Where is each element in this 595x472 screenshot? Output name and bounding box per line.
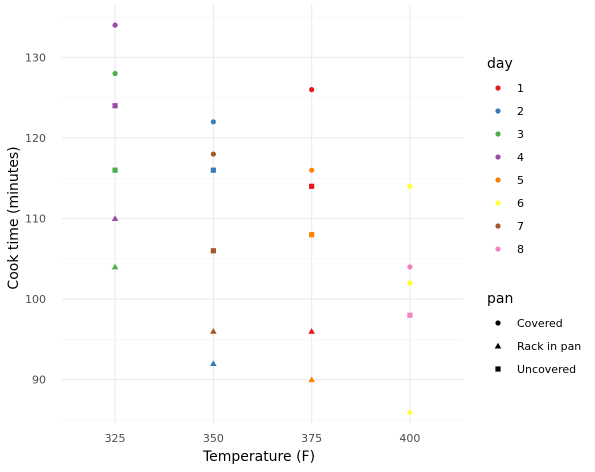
legend-day-label: 1 xyxy=(517,82,524,95)
legend-day-key xyxy=(495,200,501,206)
legend-day-key xyxy=(495,85,501,91)
legend-day-key xyxy=(495,246,501,252)
legend-pan-title: pan xyxy=(487,291,513,307)
legend-day-key xyxy=(495,108,501,114)
legend-day-label: 7 xyxy=(517,220,524,233)
legend-day-label: 4 xyxy=(517,151,524,164)
x-axis-ticks: 325 350 375 400 xyxy=(105,432,421,445)
data-point xyxy=(112,103,118,109)
data-point xyxy=(210,328,217,334)
data-point xyxy=(210,151,216,157)
legend-day-label: 8 xyxy=(517,243,524,256)
data-point xyxy=(309,87,315,93)
data-point xyxy=(210,248,216,254)
data-point xyxy=(112,22,118,28)
x-tick-label: 350 xyxy=(203,432,224,445)
y-tick-label: 120 xyxy=(25,132,46,145)
y-axis-ticks: 90 100 110 120 130 xyxy=(25,51,46,386)
data-point xyxy=(308,328,315,334)
data-point xyxy=(210,360,217,367)
y-tick-label: 130 xyxy=(25,51,46,64)
legend-day-key xyxy=(495,131,501,137)
data-point xyxy=(210,119,216,125)
data-point xyxy=(309,232,315,238)
data-point xyxy=(112,70,118,77)
legend-day-label: 5 xyxy=(517,174,524,187)
x-tick-label: 325 xyxy=(105,432,126,445)
legend-pan-key xyxy=(495,366,501,372)
data-point xyxy=(111,263,119,270)
legend-day-label: 3 xyxy=(517,128,524,141)
data-point xyxy=(407,312,413,318)
data-point xyxy=(407,183,413,189)
y-tick-label: 90 xyxy=(32,374,46,387)
legend-day-key xyxy=(495,177,501,183)
legend-day-key xyxy=(495,223,501,229)
data-point xyxy=(407,264,413,270)
legend-pan-label: Covered xyxy=(517,317,563,330)
legend-pan-label: Uncovered xyxy=(517,363,576,376)
data-point xyxy=(210,167,216,173)
data-point xyxy=(111,215,119,222)
legend-day-title: day xyxy=(487,56,513,72)
legend-day-label: 6 xyxy=(517,197,524,210)
legend-day-key xyxy=(495,154,501,160)
data-point xyxy=(112,167,118,173)
legend-pan-label: Rack in pan xyxy=(517,340,581,353)
legend-day: day 1 2 3 4 5 6 7 8 xyxy=(487,56,524,256)
data-point xyxy=(309,183,315,189)
legend-pan-key xyxy=(495,320,501,326)
legend-pan-key xyxy=(494,342,502,349)
legend-day-label: 2 xyxy=(517,105,524,118)
y-tick-label: 110 xyxy=(25,213,46,226)
legend-pan: pan Covered Rack in pan Uncovered xyxy=(487,291,581,376)
data-point xyxy=(407,280,413,286)
y-tick-label: 100 xyxy=(25,293,46,306)
data-point xyxy=(309,167,315,173)
x-tick-label: 375 xyxy=(301,432,322,445)
data-point xyxy=(406,408,414,415)
x-axis-title: Temperature (F) xyxy=(202,449,315,465)
data-point xyxy=(308,376,315,383)
x-tick-label: 400 xyxy=(399,432,420,445)
grid-lines xyxy=(62,5,463,424)
data-points xyxy=(111,22,414,415)
y-axis-title: Cook time (minutes) xyxy=(6,146,22,289)
